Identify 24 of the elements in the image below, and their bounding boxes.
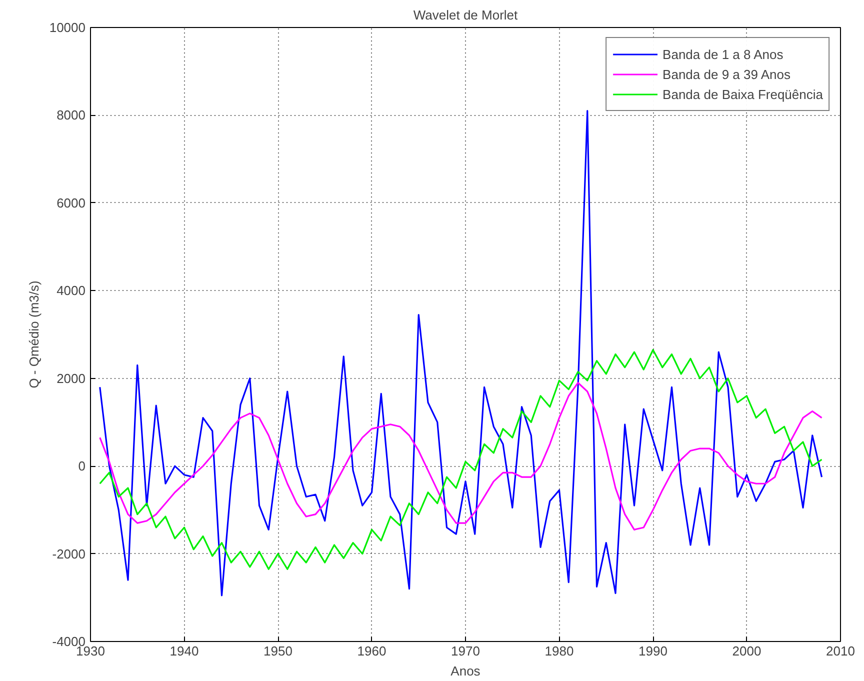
x-axis-title: Anos <box>450 664 481 678</box>
legend-label: Banda de 1 a 8 Anos <box>662 46 784 62</box>
y-axis-title: Q - Qmédio (m3/s) <box>26 280 42 388</box>
y-tick-label: 6000 <box>56 195 86 210</box>
x-tick-label: 1990 <box>638 644 668 658</box>
y-tick-label: 0 <box>78 458 86 474</box>
x-tick-label: 1950 <box>264 644 292 658</box>
x-tick-label: 1960 <box>357 644 386 658</box>
legend-label: Banda de Baixa Freqüência <box>662 86 823 102</box>
line-series <box>99 382 823 530</box>
chart-title: Wavelet de Morlet <box>413 8 518 22</box>
x-tick-label: 1980 <box>544 644 574 658</box>
x-tick-label: 2010 <box>826 644 855 658</box>
x-tick-label: 1970 <box>451 644 480 658</box>
legend-label: Banda de 9 a 39 Anos <box>662 66 790 82</box>
x-tick-label: 2000 <box>732 644 762 658</box>
y-tick-label: 2000 <box>56 370 86 386</box>
y-tick-label: 10000 <box>49 20 86 35</box>
y-tick-label: 4000 <box>56 283 86 298</box>
y-tick-label: -2000 <box>52 546 86 562</box>
x-tick-label: 1940 <box>170 644 199 658</box>
line-series <box>99 110 823 596</box>
line-series <box>99 349 823 570</box>
y-tick-label: 8000 <box>56 108 86 123</box>
